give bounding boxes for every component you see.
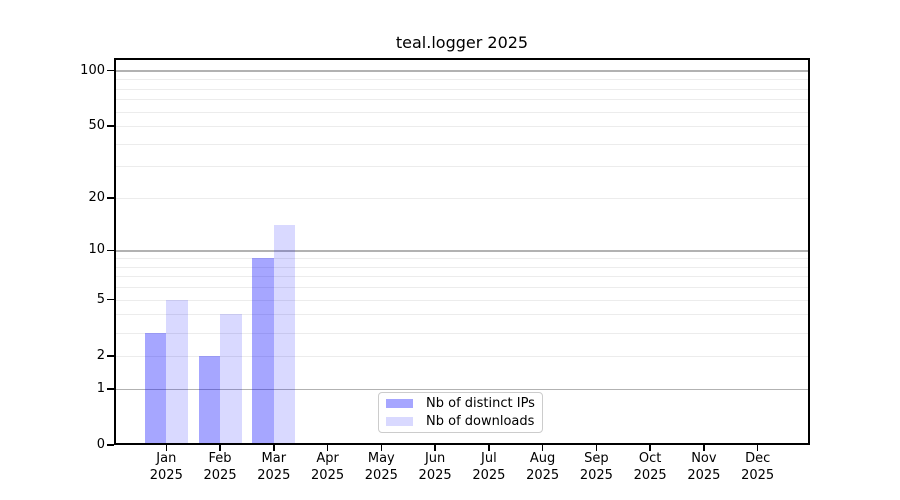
- x-tick-mark: [541, 445, 544, 451]
- x-tick-label: Oct 2025: [633, 451, 667, 483]
- gridline-minor: [114, 276, 810, 278]
- gridline-minor: [114, 299, 810, 301]
- y-tick-mark: [107, 355, 114, 357]
- x-tick-label: Sep 2025: [579, 451, 613, 483]
- y-tick-mark: [107, 197, 114, 199]
- y-tick-label: 0: [96, 437, 105, 452]
- x-tick-label: Nov 2025: [687, 451, 721, 483]
- gridline-minor: [114, 111, 810, 113]
- x-tick-mark: [273, 445, 275, 451]
- gridline-minor: [114, 143, 810, 145]
- gridline-minor: [114, 332, 810, 334]
- legend-label-downloads: Nb of downloads: [426, 414, 535, 429]
- y-tick-label: 20: [88, 190, 105, 206]
- y-tick-label: 50: [88, 118, 105, 134]
- gridline-minor: [114, 79, 810, 81]
- legend-item-downloads: Nb of downloads: [386, 414, 534, 429]
- x-tick-mark: [703, 445, 705, 451]
- legend-swatch-distinct-ips: [386, 399, 413, 408]
- bar-distinct-ips-mar: [252, 258, 274, 445]
- x-tick-label: May 2025: [364, 451, 398, 483]
- x-tick-label: Jan 2025: [149, 451, 183, 483]
- gridline-minor: [114, 198, 810, 200]
- gridline-minor: [114, 287, 810, 289]
- gridline-minor: [114, 166, 810, 168]
- gridline-minor: [114, 355, 810, 357]
- x-tick-mark: [595, 445, 598, 451]
- chart-title: teal.logger 2025: [395, 33, 529, 52]
- y-tick-label: 2: [96, 347, 105, 363]
- bar-distinct-ips-jan: [144, 332, 167, 445]
- x-tick-mark: [434, 445, 436, 451]
- gridline-minor: [114, 99, 810, 101]
- legend-item-distinct-ips: Nb of distinct IPs: [386, 396, 535, 411]
- x-tick-label: Feb 2025: [203, 451, 237, 483]
- gridline-minor: [114, 314, 810, 316]
- y-tick-label: 10: [88, 242, 105, 258]
- y-tick-label: 1: [96, 380, 105, 396]
- x-tick-mark: [488, 445, 490, 451]
- bar-distinct-ips-feb: [198, 355, 221, 445]
- legend-label-distinct-ips: Nb of distinct IPs: [426, 396, 535, 411]
- y-tick-mark: [107, 298, 114, 301]
- gridline-minor: [114, 258, 810, 260]
- bar-downloads-feb: [220, 314, 242, 445]
- x-tick-mark: [380, 445, 383, 451]
- x-tick-mark: [165, 445, 168, 451]
- x-tick-label: Apr 2025: [311, 451, 345, 483]
- y-tick-mark: [107, 249, 114, 252]
- gridline-minor: [114, 126, 810, 128]
- bar-downloads-mar: [273, 225, 296, 445]
- y-tick-mark: [107, 387, 114, 390]
- x-tick-label: Dec 2025: [741, 451, 775, 483]
- x-tick-mark: [649, 445, 651, 451]
- x-tick-mark: [756, 445, 759, 451]
- legend-swatch-downloads: [386, 417, 413, 426]
- gridline-minor: [114, 88, 810, 90]
- x-tick-mark: [219, 445, 221, 451]
- y-tick-mark: [107, 125, 114, 127]
- gridline-major: [114, 70, 810, 72]
- plot-area: [114, 58, 810, 445]
- y-tick-label: 5: [96, 291, 105, 307]
- x-tick-mark: [326, 445, 329, 451]
- x-tick-label: Jun 2025: [418, 451, 452, 483]
- x-tick-label: Aug 2025: [526, 451, 560, 483]
- y-tick-label: 100: [80, 62, 105, 78]
- y-tick-mark: [107, 69, 114, 72]
- gridline-major: [114, 250, 810, 252]
- y-tick-mark: [107, 444, 114, 446]
- gridline-major: [114, 388, 810, 390]
- gridline-minor: [114, 266, 810, 268]
- x-tick-label: Jul 2025: [472, 451, 506, 483]
- bar-downloads-jan: [166, 299, 188, 445]
- x-tick-label: Mar 2025: [257, 451, 291, 483]
- legend: Nb of distinct IPs Nb of downloads: [378, 392, 543, 433]
